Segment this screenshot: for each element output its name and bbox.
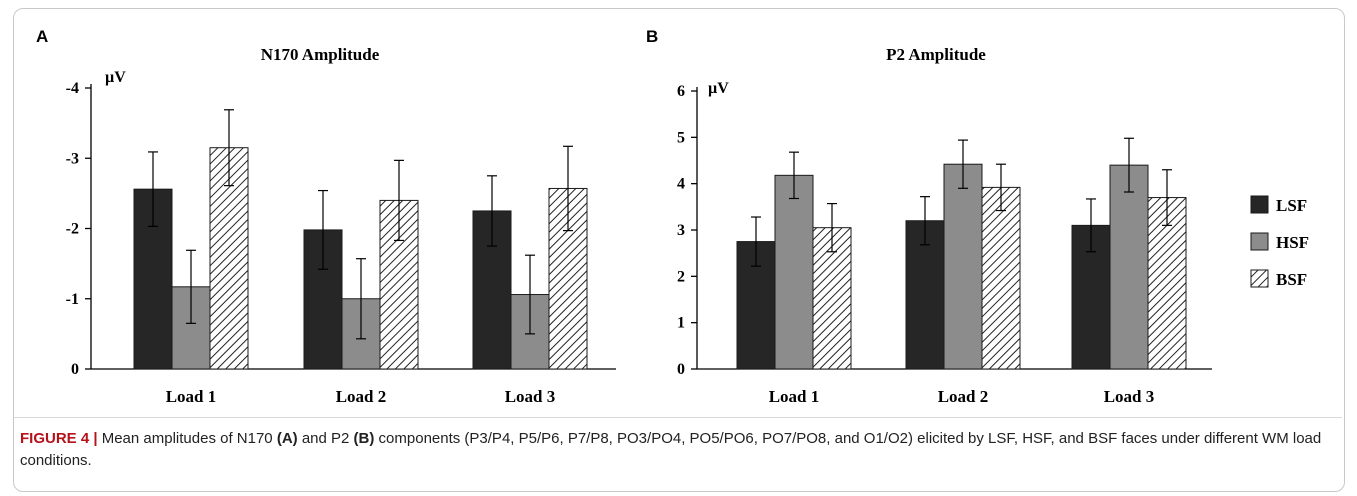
legend-swatch-lsf [1250,195,1269,214]
bar-bsf [981,186,1021,370]
legend-swatch-hsf [1250,232,1269,251]
category-label: Load 1 [166,387,217,406]
caption-text-3: components (P3/P4, P5/P6, P7/P8, PO3/PO4… [20,430,1322,469]
y-tick-label: 5 [677,129,685,146]
y-tick-label: 1 [677,315,685,332]
y-unit-label: µV [105,69,126,86]
legend-swatch-bsf [1250,269,1269,288]
caption-text-2: and P2 [297,430,354,447]
figure-svg: A N170 Amplitude 0 -1 -2 -3 -4 µV Load 1 Load 2 Lo… [36,27,1309,406]
figure-caption: FIGURE 4 | Mean amplitudes of N170 (A) a… [20,428,1330,472]
y-tick-label: 4 [677,176,685,193]
y-tick-label: 0 [677,361,685,378]
y-tick-label: -1 [66,291,79,308]
category-label: Load 1 [769,387,820,406]
legend-label-lsf: LSF [1276,196,1307,215]
y-tick-label: 0 [71,361,79,378]
category-label: Load 3 [505,387,556,406]
category-label: Load 2 [336,387,387,406]
y-tick-label: 2 [677,268,685,285]
legend: LSF HSF BSF [1250,195,1309,289]
bar-lsf [905,220,945,370]
caption-ref-a: (A) [276,430,298,447]
category-label: Load 2 [938,387,989,406]
y-tick-label: -4 [66,80,79,97]
bar-hsf [774,174,814,370]
legend-label-bsf: BSF [1276,270,1307,289]
bar-hsf [1109,164,1149,370]
bar-hsf [171,286,211,370]
y-unit-label: µV [708,80,729,97]
y-tick-label: 3 [677,222,685,239]
chart-title: P2 Amplitude [886,45,986,64]
panel-letter: A [36,27,48,46]
legend-label-hsf: HSF [1276,233,1309,252]
caption-ref-b: (B) [353,430,375,447]
bar-hsf [943,163,983,370]
caption-text-1: Mean amplitudes of N170 [97,430,277,447]
y-tick-label: 6 [677,83,685,100]
chart-title: N170 Amplitude [261,45,380,64]
panel-letter: B [646,27,658,46]
panel-a-chart: A N170 Amplitude 0 -1 -2 -3 -4 µV Load 1 Load 2 Lo… [36,27,616,406]
panel-b-chart: B P2 Amplitude 0 1 2 3 4 5 6 µV Load 1 Load 2 Load 3 [646,27,1212,406]
caption-divider [14,417,1342,418]
caption-label: FIGURE 4 | [20,430,98,447]
y-tick-label: -2 [66,221,79,238]
category-label: Load 3 [1104,387,1155,406]
y-tick-label: -3 [66,150,79,167]
